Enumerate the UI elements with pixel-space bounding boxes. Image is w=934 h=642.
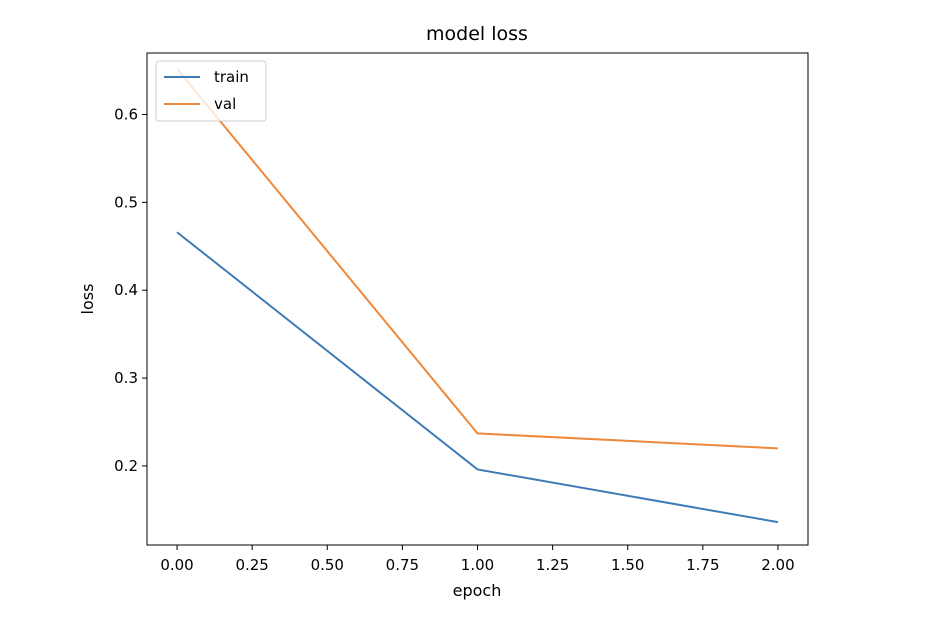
x-tick-label: 0.00 (160, 556, 193, 574)
plot-frame (146, 52, 809, 546)
plot-area (176, 68, 779, 524)
y-tick-label: 0.3 (114, 369, 138, 387)
legend-label-train: train (214, 68, 249, 86)
x-tick-label: 1.25 (536, 556, 569, 574)
y-tick-label: 0.6 (114, 106, 138, 124)
y-tick-label: 0.4 (114, 281, 138, 299)
x-tick-label: 1.75 (686, 556, 719, 574)
x-tick-label: 0.25 (235, 556, 268, 574)
x-tick-label: 0.75 (386, 556, 419, 574)
x-tick-label: 1.00 (461, 556, 494, 574)
legend-label-val: val (214, 95, 236, 113)
legend: train val (155, 60, 267, 122)
series-line-train (176, 231, 779, 524)
chart-title: model loss (426, 23, 528, 45)
x-axis: 0.00 0.25 0.50 0.75 1.00 1.25 1.50 1.75 2.00 (160, 545, 795, 574)
x-tick-label: 2.00 (761, 556, 794, 574)
x-axis-label: epoch (453, 581, 502, 600)
series-line-val (176, 68, 779, 450)
x-tick-label: 1.50 (611, 556, 644, 574)
y-axis: 0.2 0.3 0.4 0.5 0.6 (114, 106, 147, 475)
x-tick-label: 0.50 (311, 556, 344, 574)
y-tick-label: 0.5 (114, 193, 138, 211)
legend-box (155, 60, 267, 122)
y-axis-label: loss (78, 284, 97, 315)
y-tick-label: 0.2 (114, 457, 138, 475)
